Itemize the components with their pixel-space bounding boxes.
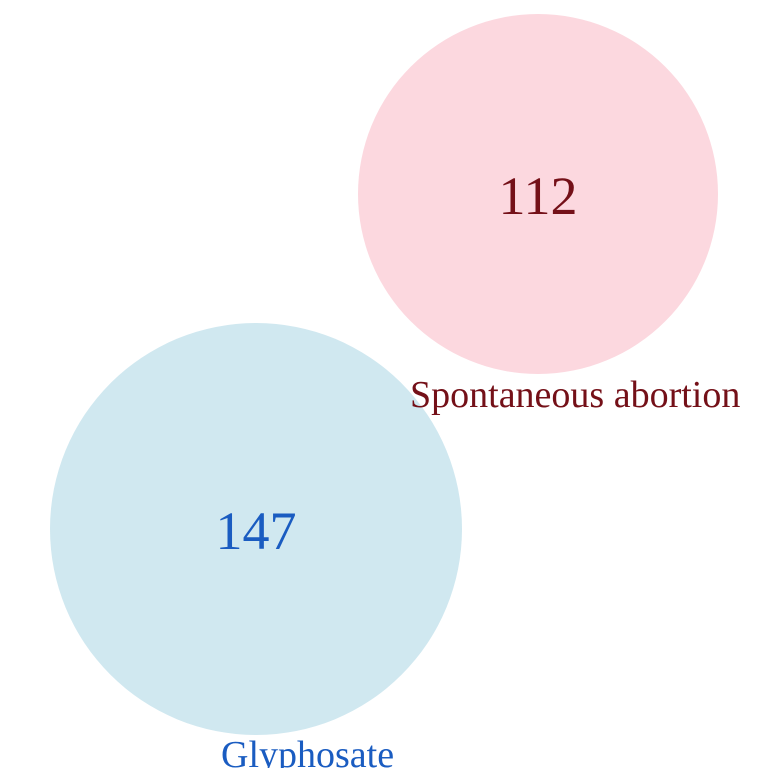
glyphosate-label: Glyphosate xyxy=(221,734,395,768)
abortion-count: 112 xyxy=(498,166,578,226)
glyphosate-circle xyxy=(50,323,462,735)
glyphosate-count: 147 xyxy=(215,501,297,561)
abortion-label: Spontaneous abortion xyxy=(410,374,741,416)
abortion-circle xyxy=(358,14,718,374)
